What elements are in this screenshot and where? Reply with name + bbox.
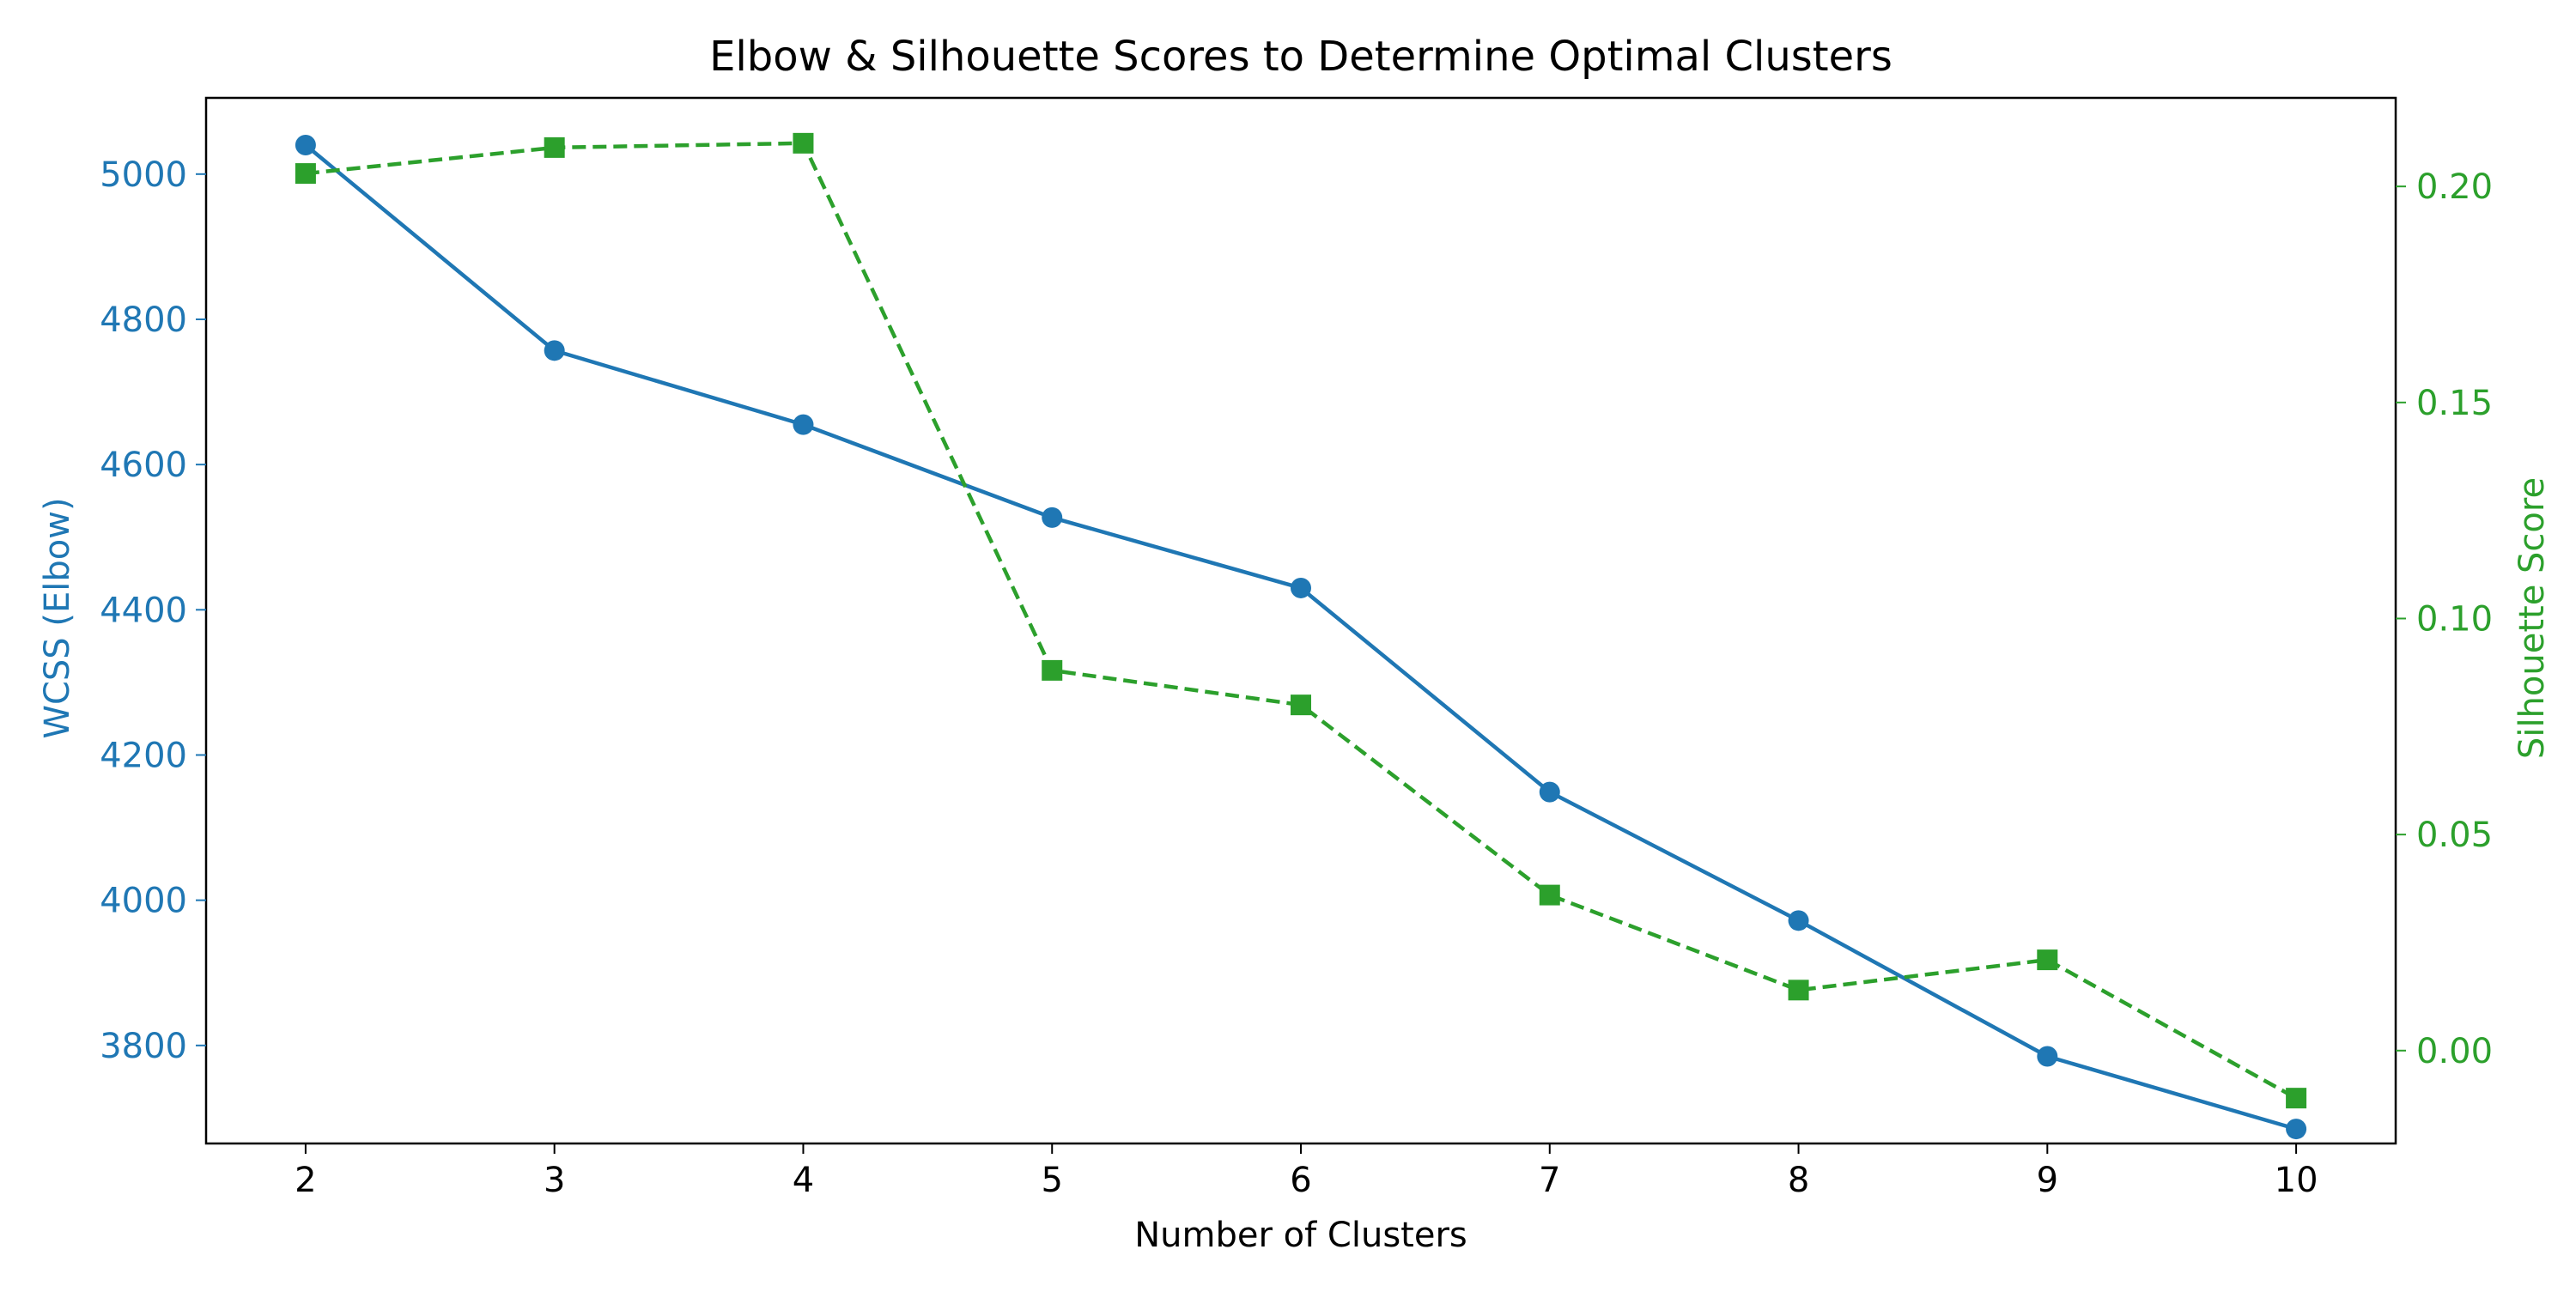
- left-y-axis-title: WCSS (Elbow): [38, 497, 77, 738]
- left-y-tick-label: 4200: [100, 736, 187, 775]
- silhouette-data-point: [793, 132, 814, 154]
- silhouette-data-point: [1291, 695, 1311, 716]
- silhouette-data-point: [1042, 659, 1063, 681]
- x-tick-label: 5: [1042, 1161, 1063, 1200]
- x-tick-label: 7: [1539, 1161, 1560, 1200]
- wcss-data-point: [793, 414, 814, 435]
- wcss-data-point: [2286, 1119, 2307, 1140]
- x-tick-label: 6: [1290, 1161, 1311, 1200]
- silhouette-series-line: [305, 141, 2298, 1101]
- wcss-data-point: [1042, 506, 1063, 528]
- x-tick-label: 2: [295, 1161, 316, 1200]
- x-tick-label: 4: [793, 1161, 814, 1200]
- x-tick-label: 3: [544, 1161, 565, 1200]
- left-y-tick-label: 4400: [100, 591, 187, 630]
- wcss-data-point: [1788, 910, 1809, 931]
- wcss-data-point: [2037, 1046, 2058, 1067]
- silhouette-data-point: [2037, 949, 2058, 971]
- x-tick-label: 9: [2037, 1161, 2058, 1200]
- x-tick-label: 8: [1788, 1161, 1809, 1200]
- right-y-tick-label: 0.20: [2416, 167, 2493, 207]
- silhouette-data-point: [295, 163, 316, 185]
- left-y-tick-label: 5000: [100, 155, 187, 195]
- wcss-data-point: [1291, 577, 1311, 598]
- left-y-tick-label: 3800: [100, 1027, 187, 1066]
- right-y-axis-title: Silhouette Score: [2512, 477, 2552, 759]
- wcss-data-point: [295, 134, 316, 155]
- silhouette-data-point: [1539, 884, 1560, 906]
- left-y-tick-label: 4600: [100, 446, 187, 485]
- wcss-data-point: [544, 340, 565, 361]
- x-axis-title: Number of Clusters: [1134, 1216, 1467, 1255]
- silhouette-data-point: [1788, 980, 1809, 1001]
- x-tick-label: 10: [2275, 1161, 2318, 1200]
- right-y-tick-label: 0.10: [2416, 599, 2493, 639]
- chart-marks: 2 3 4 5 6 7 8 9 10 3800 4000 4200 4400 4600 4800 5000 0.…: [100, 96, 2493, 1200]
- right-y-tick-label: 0.05: [2416, 816, 2493, 855]
- silhouette-data-point: [544, 136, 565, 158]
- silhouette-data-point: [2286, 1088, 2307, 1109]
- wcss-data-point: [1539, 781, 1560, 803]
- right-y-tick-label: 0.15: [2416, 384, 2493, 423]
- left-y-tick-label: 4800: [100, 300, 187, 340]
- right-y-tick-label: 0.00: [2416, 1032, 2493, 1071]
- chart-title: Elbow & Silhouette Scores to Determine O…: [709, 33, 1893, 81]
- left-y-tick-label: 4000: [100, 882, 187, 921]
